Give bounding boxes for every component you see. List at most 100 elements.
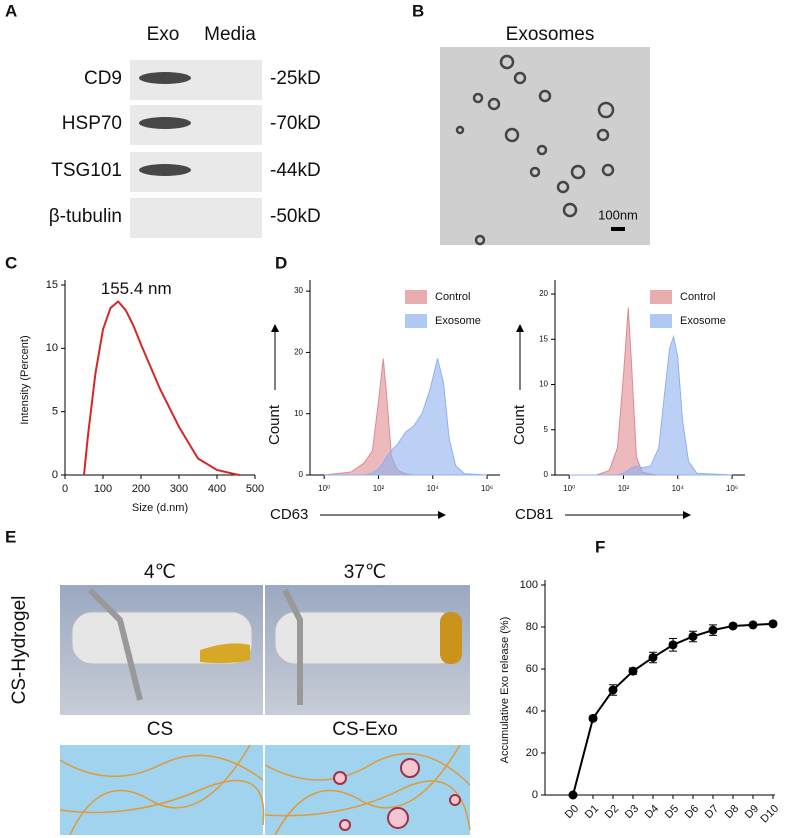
schematic-label: CS — [147, 719, 173, 740]
y-tick-label: 5 — [544, 425, 549, 434]
blot-band — [139, 164, 191, 176]
y-tick-label: 10 — [539, 380, 548, 389]
point — [748, 620, 758, 630]
panel-label: D — [275, 253, 287, 272]
blot-band — [139, 117, 191, 129]
x-tick-label: D9 — [743, 803, 761, 821]
x-tick-label: 500 — [246, 483, 264, 495]
x-tick-label: D1 — [583, 803, 601, 821]
x-tick-label: D2 — [603, 803, 621, 821]
x-tick-label: 10⁴ — [672, 484, 685, 493]
annotation: 155.4 nm — [101, 279, 172, 298]
x-tick-label: D0 — [563, 803, 581, 821]
size-label: -50kD — [270, 206, 321, 227]
schematic — [60, 745, 263, 835]
point — [588, 713, 598, 723]
x-tick-label: 100 — [94, 483, 112, 495]
temp-label: 37℃ — [344, 562, 386, 583]
y-tick-label: 20 — [526, 747, 538, 759]
y-tick-label: 80 — [526, 621, 538, 633]
x-tick-label: D8 — [723, 803, 741, 821]
legend-swatch — [405, 314, 427, 328]
x-tick-label: D10 — [758, 803, 781, 826]
protein-label: HSP70 — [62, 113, 122, 134]
scale-label: 100nm — [598, 207, 638, 222]
blot-column: Media — [204, 24, 256, 45]
y-tick-label: 60 — [526, 663, 538, 675]
panel-label: F — [595, 537, 605, 556]
x-tick-label: 300 — [170, 483, 188, 495]
line — [83, 300, 240, 476]
legend-label: Exosome — [680, 315, 726, 327]
y-tick-label: 100 — [520, 579, 538, 591]
blot-strip — [130, 198, 262, 238]
x-tick-label: 10⁰ — [318, 484, 330, 493]
blot: CD9 -25kD HSP70 -70kD TSG101 -44kD β-tubulin -5… — [49, 60, 321, 238]
y-tick-label: 40 — [526, 705, 538, 717]
legend-label: Exosome — [435, 315, 481, 327]
point — [708, 625, 718, 635]
temp-label: 4℃ — [144, 562, 176, 583]
y-tick-label: 15 — [46, 279, 58, 291]
y-tick-label: 15 — [539, 334, 548, 343]
point — [568, 790, 578, 800]
y-axis-label: Count — [511, 404, 528, 445]
point — [768, 619, 778, 629]
exosomes — [333, 758, 461, 831]
tubes — [71, 587, 462, 705]
x-axis-label: Size (d.nm) — [132, 502, 188, 514]
y-tick-label: 10 — [294, 409, 303, 418]
y-tick-label: 5 — [52, 406, 58, 418]
y-tick-label: 0 — [52, 469, 58, 481]
x-axis-label: CD63 — [270, 506, 308, 523]
y-tick-label: 20 — [294, 348, 303, 357]
y-axis-label: Count — [266, 404, 283, 445]
x-tick-label: 10⁰ — [563, 484, 575, 493]
y-tick-label: 10 — [46, 342, 58, 354]
histogram-area — [569, 307, 733, 476]
x-tick-label: 10² — [618, 484, 630, 493]
size-label: -70kD — [270, 113, 321, 134]
y-tick-label: 0 — [299, 470, 304, 479]
point — [628, 666, 638, 676]
x-tick-label: 10⁶ — [726, 484, 738, 493]
y-tick-label: 0 — [532, 789, 538, 801]
y-axis-label: Intensity (Percent) — [19, 335, 31, 424]
size-label: -44kD — [270, 160, 321, 181]
x-tick-label: 400 — [208, 483, 226, 495]
schematic — [265, 745, 470, 835]
panel-label: C — [5, 253, 17, 272]
blot-band — [139, 72, 191, 84]
x-axis-label: CD81 — [515, 506, 553, 523]
point — [668, 640, 678, 650]
x-tick-label: 200 — [132, 483, 150, 495]
scale-bar — [611, 227, 625, 231]
point — [728, 621, 738, 631]
schematic-label: CS-Exo — [332, 719, 397, 740]
x-tick-label: D4 — [643, 803, 661, 821]
y-tick-label: 0 — [544, 470, 549, 479]
x-tick-label: 0 — [62, 483, 68, 495]
legend-swatch — [650, 290, 672, 304]
em-vesicles — [455, 54, 615, 246]
panel-label: B — [412, 1, 424, 20]
legend-swatch — [650, 314, 672, 328]
x-tick-label: 10⁴ — [427, 484, 440, 493]
y-tick-label: 30 — [294, 286, 303, 295]
blot-column: Exo — [147, 24, 180, 45]
x-tick-label: 10⁶ — [481, 484, 493, 493]
x-tick-label: D3 — [623, 803, 641, 821]
panel-label: A — [5, 1, 17, 20]
legend-label: Control — [680, 291, 715, 303]
x-tick-label: D6 — [683, 803, 701, 821]
panel-label: E — [5, 527, 16, 546]
x-tick-label: D7 — [703, 803, 721, 821]
em-title: Exosomes — [506, 24, 595, 45]
protein-label: CD9 — [84, 68, 122, 89]
histogram-area — [324, 358, 488, 476]
point — [688, 631, 698, 641]
legend-swatch — [405, 290, 427, 304]
size-label: -25kD — [270, 68, 321, 89]
